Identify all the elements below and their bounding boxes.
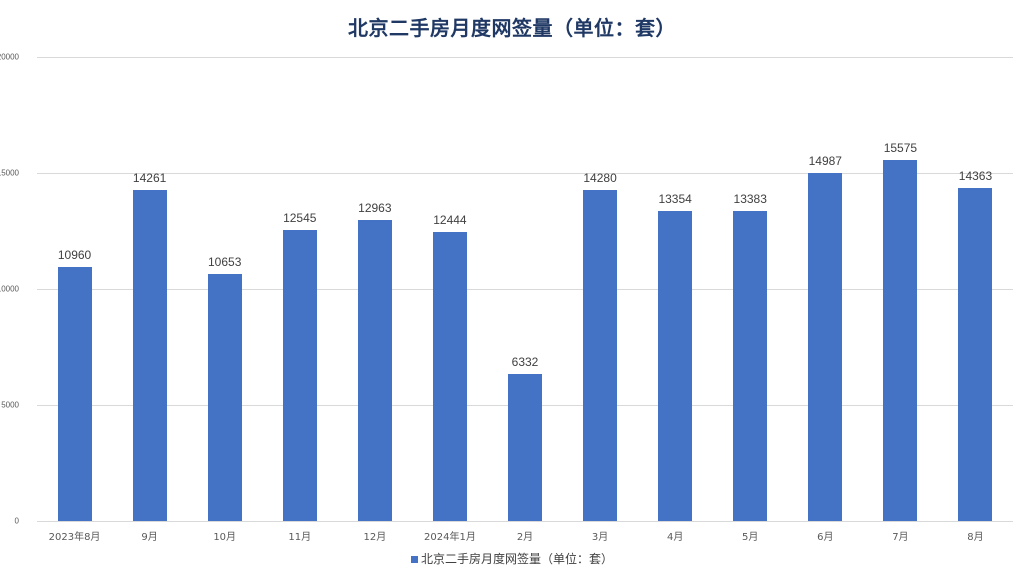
data-label: 10960 (57, 247, 92, 262)
data-label: 15575 (883, 140, 918, 155)
y-tick-label: 10000 (0, 284, 19, 294)
bar (883, 159, 918, 521)
data-label: 14363 (958, 168, 993, 183)
data-label: 12545 (283, 210, 317, 225)
y-tick-label: 0 (14, 516, 19, 526)
chart-title: 北京二手房月度网签量（单位：套） (348, 16, 676, 40)
data-label: 12963 (358, 201, 392, 216)
x-tick-label: 3月 (591, 532, 609, 543)
x-tick-label: 7月 (892, 532, 909, 543)
x-tick-label: 2月 (516, 532, 534, 543)
x-tick-label: 2024年1月 (424, 532, 476, 543)
y-tick-label: 5000 (1, 400, 19, 410)
bar (658, 211, 693, 521)
bar (57, 266, 92, 521)
gridline (37, 289, 1013, 290)
x-tick-label: 4月 (666, 532, 684, 543)
gridline (37, 521, 1013, 522)
x-tick-label: 12月 (363, 532, 387, 543)
bar (207, 273, 242, 521)
bar (432, 232, 467, 521)
x-tick-label: 2023年8月 (48, 532, 101, 543)
x-tick-label: 10月 (213, 532, 237, 543)
data-label: 14280 (583, 170, 617, 185)
plot-area: 0 5000 10000 15000 20000 10960 14261 10653 12545… (0, 53, 1013, 526)
data-label: 13354 (658, 192, 692, 207)
legend: 北京二手房月度网签量（单位：套） (0, 550, 1024, 567)
bar (132, 190, 167, 521)
data-label: 14987 (808, 154, 842, 169)
bar (808, 173, 843, 521)
gridline (37, 173, 1013, 174)
data-label: 6332 (511, 355, 539, 370)
x-tick-label: 6月 (817, 532, 834, 543)
data-label: 10653 (208, 254, 242, 269)
bar (282, 229, 317, 521)
x-tick-label: 9月 (141, 532, 158, 543)
x-tick-label: 11月 (288, 532, 312, 543)
legend-swatch-icon (410, 556, 418, 563)
bar (583, 189, 618, 521)
x-tick-label: 8月 (967, 532, 984, 543)
x-tick-label: 5月 (742, 532, 759, 543)
bar (508, 374, 542, 521)
legend-label: 北京二手房月度网签量（单位：套） (420, 552, 613, 566)
data-label: 12444 (433, 213, 467, 228)
data-label: 13383 (733, 191, 767, 206)
y-tick-label: 20000 (0, 52, 19, 62)
y-tick-label: 15000 (0, 168, 19, 178)
gridline (37, 57, 1013, 58)
bar (733, 210, 768, 521)
data-label: 14261 (132, 171, 167, 186)
bar (958, 187, 993, 521)
bar (357, 220, 392, 521)
